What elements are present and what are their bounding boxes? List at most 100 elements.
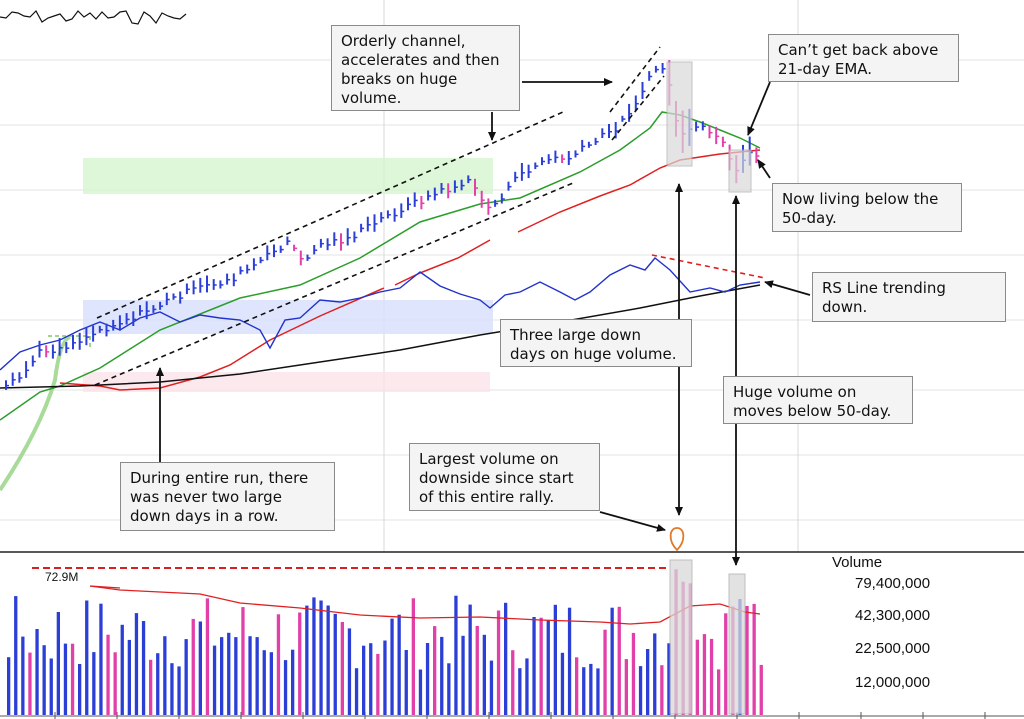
volume-bar (553, 604, 557, 715)
volume-bar (724, 613, 728, 715)
volume-bar (298, 612, 302, 715)
volume-bar (440, 636, 444, 715)
volume-bar (461, 635, 465, 715)
volume-bar (667, 643, 671, 715)
volume-bar (404, 650, 408, 715)
volume-bar (312, 597, 316, 715)
volume-bar (496, 610, 501, 715)
annotation-rs-line: RS Line trending down. (812, 272, 1006, 322)
volume-bar (56, 612, 60, 715)
accel-lower-line (611, 75, 665, 141)
volume-bar (92, 652, 96, 715)
volume-bar (560, 652, 565, 715)
highlight-box (728, 573, 746, 715)
volume-bar (646, 649, 650, 715)
ma50-line (394, 239, 491, 286)
volume-bar (390, 618, 394, 715)
volume-average-label: 72.9M (45, 570, 79, 584)
volume-bar (397, 614, 401, 715)
volume-bar (205, 598, 210, 715)
annotation-huge-volume: Huge volume on moves below 50-day. (723, 376, 913, 424)
volume-bar (624, 659, 628, 715)
volume-bar (42, 645, 46, 715)
accel-upper-line (609, 46, 661, 113)
volume-bar (532, 617, 536, 715)
volume-bar (589, 663, 593, 715)
volume-bar (582, 667, 586, 715)
annotation-below-50day: Now living below the 50-day. (772, 183, 962, 232)
volume-bar (163, 636, 167, 715)
volume-bar (596, 668, 600, 715)
volume-bar (184, 639, 188, 715)
moving-average-lines (0, 111, 761, 421)
volume-bar (283, 660, 288, 715)
ma50-line (517, 149, 761, 233)
volume-bar (354, 668, 359, 715)
annotation-overlays (94, 46, 811, 715)
volume-bar (248, 636, 252, 715)
volume-title: Volume (832, 554, 883, 571)
highlight-box (666, 61, 693, 167)
volume-bar (14, 596, 18, 715)
volume-bar (127, 639, 131, 715)
volume-bar (28, 652, 32, 715)
volume-bars (7, 567, 763, 715)
volume-bar (198, 621, 202, 715)
volume-bar (575, 657, 579, 715)
pink-zone (83, 372, 490, 392)
green-dashed-base (48, 335, 91, 350)
annotation-entire-run: During entire run, there was never two l… (120, 462, 335, 531)
volume-bar (141, 621, 146, 715)
annotation-arrow (757, 159, 771, 179)
volume-bar (99, 603, 103, 715)
volume-bar (702, 634, 707, 715)
highlight-box (669, 559, 693, 715)
volume-bar (603, 629, 607, 715)
volume-bar (7, 657, 11, 715)
ma50-line (59, 287, 385, 391)
volume-bar (518, 668, 522, 715)
annotation-largest-volume: Largest volume on downside since start o… (409, 443, 600, 511)
annotation-arrow (764, 280, 811, 296)
channel-upper-line (96, 111, 564, 319)
volume-bar (21, 636, 25, 715)
volume-bar (120, 624, 124, 715)
volume-bar (63, 643, 68, 715)
volume-bar (433, 626, 437, 715)
volume-tick-label: 12,000,000 (855, 674, 931, 691)
volume-bar (468, 604, 472, 715)
volume-bar (425, 643, 430, 715)
volume-bar (759, 664, 763, 715)
volume-bar (305, 605, 309, 715)
volume-bar (504, 602, 508, 715)
volume-bar (660, 665, 664, 715)
volume-bar (106, 634, 110, 715)
volume-bar (49, 658, 53, 715)
volume-bar (717, 669, 721, 715)
annotation-arrow (599, 511, 666, 532)
volume-bar (653, 633, 657, 715)
rs-line (0, 257, 761, 371)
volume-bar (234, 637, 238, 715)
annotation-arrow (747, 81, 771, 136)
blue-zone (83, 300, 493, 334)
volume-bar (617, 606, 621, 715)
volume-bar (35, 629, 39, 715)
ema21-line (0, 111, 761, 421)
volume-bar (376, 653, 380, 715)
volume-tick-label: 79,400,000 (855, 575, 931, 592)
volume-bar (567, 607, 572, 715)
index-line (0, 10, 187, 25)
annotation-channel: Orderly channel, accelerates and then br… (331, 25, 520, 111)
channel-lower-line (94, 182, 574, 386)
volume-bar (383, 640, 387, 715)
volume-bar (340, 622, 344, 715)
highlight-box (728, 149, 752, 193)
volume-bar (227, 632, 231, 715)
volume-average-line (89, 585, 121, 589)
shaded-zones (0, 158, 493, 492)
volume-bar (78, 664, 82, 715)
volume-bar (220, 637, 224, 715)
